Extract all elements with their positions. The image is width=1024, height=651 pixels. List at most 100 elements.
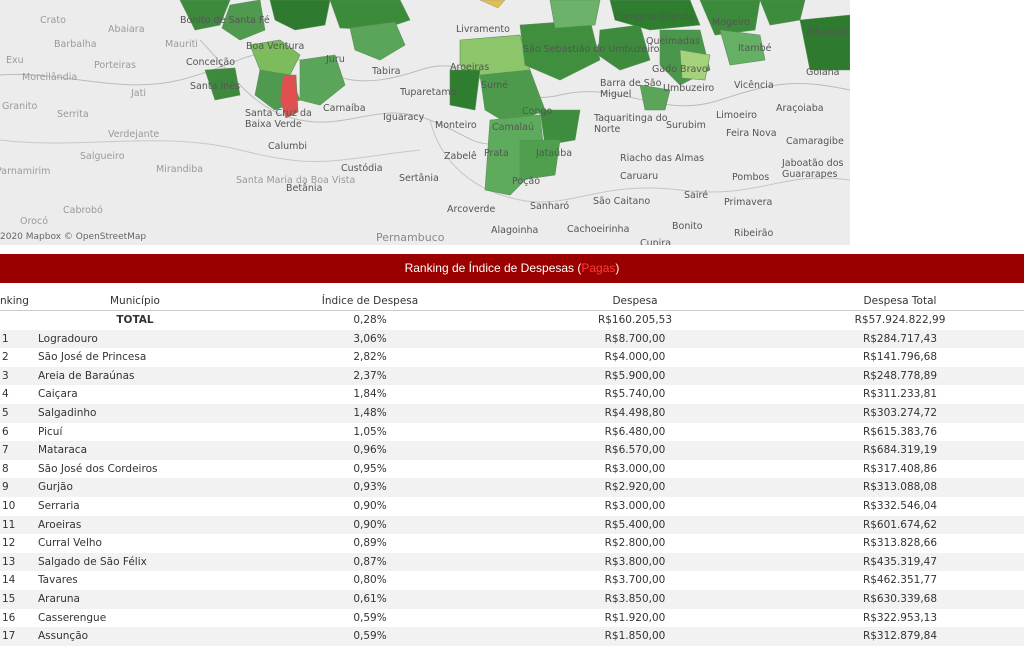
map-town-label: Iguaracy: [383, 112, 425, 123]
municipio-cell: São José de Princesa: [38, 351, 147, 364]
despesa-cell: R$5.900,00: [604, 369, 666, 382]
rank-cell: 3: [2, 369, 9, 382]
table-row[interactable]: 12 Curral Velho 0,89% R$2.800,00 R$313.828,6…: [0, 534, 1024, 553]
map-town-label: Calumbi: [268, 141, 308, 152]
total-label: TOTAL: [116, 314, 154, 326]
municipio-cell: Araruna: [38, 592, 80, 605]
map-attribution[interactable]: 2020 Mapbox © OpenStreetMap: [0, 232, 147, 242]
despesa-cell: R$6.480,00: [604, 425, 666, 438]
map-town-label: Serrita: [57, 109, 89, 120]
indice-cell: 0,61%: [353, 592, 387, 605]
table-row[interactable]: 13 Salgado de São Félix 0,87% R$3.800,00 R$4…: [0, 552, 1024, 572]
table-row[interactable]: 3 Areia de Baraúnas 2,37% R$5.900,00 R$248.7…: [0, 366, 1024, 386]
municipio-cell: Assunção: [38, 630, 89, 643]
map-town-label: Congo: [522, 106, 553, 117]
choropleth-map[interactable]: Crato Abaiara Bonito de Santa Fé Barbalha Ma…: [0, 0, 850, 245]
map-town-label: Goiana: [806, 67, 840, 78]
table-row[interactable]: 4 Caiçara 1,84% R$5.740,00 R$311.233,81: [0, 385, 1024, 404]
table-row[interactable]: 14 Tavares 0,80% R$3.700,00 R$462.351,77: [0, 571, 1024, 590]
map-town-label: Surubim: [666, 120, 706, 131]
indice-cell: 1,84%: [353, 388, 387, 401]
banner-title-suffix: ): [615, 261, 620, 275]
indice-cell: 0,90%: [353, 499, 387, 512]
header-rank[interactable]: nking: [0, 295, 29, 307]
map-town-label: Mauriti: [165, 39, 198, 50]
map-town-label: Camalaú: [492, 122, 535, 133]
map-town-label: Tabira: [372, 66, 401, 77]
table-total-row[interactable]: TOTAL 0,28% R$160.205,53 R$57.924.822,99: [0, 311, 1024, 330]
map-town-label: Abaiara: [108, 24, 145, 35]
header-despesa-total[interactable]: Despesa Total: [863, 295, 937, 307]
despesa-cell: R$2.920,00: [604, 481, 666, 494]
map-town-label: Itambé: [738, 43, 772, 54]
table-row[interactable]: 7 Mataraca 0,96% R$6.570,00 R$684.319,19: [0, 441, 1024, 460]
map-town-label: Poção: [512, 176, 541, 187]
header-despesa[interactable]: Despesa: [612, 295, 658, 307]
map-town-label: Limoeiro: [716, 110, 757, 121]
municipio-cell: Serraria: [38, 499, 80, 512]
table-row[interactable]: 9 Gurjão 0,93% R$2.920,00 R$313.088,08: [0, 478, 1024, 497]
map-town-label: Riacho das Almas: [620, 153, 705, 164]
indice-cell: 1,05%: [353, 425, 387, 438]
table-row[interactable]: 11 Aroeiras 0,90% R$5.400,00 R$601.674,62: [0, 515, 1024, 535]
table-row[interactable]: 8 São José dos Cordeiros 0,95% R$3.000,00 R$…: [0, 460, 1024, 479]
banner-highlight[interactable]: Pagas: [581, 261, 616, 275]
despesa-total-cell: R$313.088,08: [862, 481, 938, 494]
despesa-total-cell: R$311.233,81: [862, 388, 938, 401]
indice-cell: 0,89%: [353, 537, 387, 550]
table-row[interactable]: 6 Picuí 1,05% R$6.480,00 R$615.383,76: [0, 423, 1024, 442]
table-row[interactable]: 16 Casserengue 0,59% R$1.920,00 R$322.953,13: [0, 609, 1024, 628]
map-town-label: Barbalha: [54, 39, 97, 50]
table-row[interactable]: 15 Araruna 0,61% R$3.850,00 R$630.339,68: [0, 589, 1024, 609]
despesa-cell: R$3.800,00: [604, 555, 666, 568]
despesa-total-cell: R$284.717,43: [862, 332, 938, 345]
map-town-label: Araçoiaba: [776, 103, 824, 114]
map-town-label: Aroeiras: [450, 62, 490, 73]
map-town-label: Parnamirim: [0, 166, 51, 177]
map-town-label: Mogeiro: [712, 17, 751, 28]
total-despesa-total: R$57.924.822,99: [854, 314, 946, 326]
rank-cell: 10: [2, 499, 16, 512]
table-row[interactable]: 10 Serraria 0,90% R$3.000,00 R$332.546,04: [0, 497, 1024, 516]
municipio-cell: Caiçara: [38, 388, 78, 401]
map-town-label: Verdejante: [108, 129, 160, 140]
despesa-total-cell: R$615.383,76: [862, 425, 938, 438]
table-body: 1 Logradouro 3,06% R$8.700,00 R$284.717,43 2 S…: [0, 329, 1024, 646]
rank-cell: 7: [2, 444, 9, 457]
map-town-label: Sanharó: [530, 201, 570, 212]
municipio-cell: Curral Velho: [38, 537, 102, 550]
map-town-label: Taquaritinga do Norte: [594, 113, 668, 135]
municipio-cell: Gurjão: [38, 481, 73, 494]
map-town-label: Bonito: [672, 221, 703, 232]
despesa-total-cell: R$435.319,47: [862, 555, 938, 568]
rank-cell: 6: [2, 425, 9, 438]
table-row[interactable]: 17 Assunção 0,59% R$1.850,00 R$312.879,84: [0, 627, 1024, 646]
map-town-label: Santa Inês: [190, 81, 241, 92]
despesa-total-cell: R$684.319,19: [862, 444, 938, 457]
table-row[interactable]: 2 São José de Princesa 2,82% R$4.000,00 R$14…: [0, 348, 1024, 367]
map-town-label: Campina Grande: [614, 12, 695, 23]
despesa-total-cell: R$601.674,62: [862, 518, 938, 531]
table-row[interactable]: 1 Logradouro 3,06% R$8.700,00 R$284.717,43: [0, 329, 1024, 349]
map-town-label: Cachoeirinha: [567, 224, 630, 235]
despesa-total-cell: R$312.879,84: [862, 630, 938, 643]
municipio-cell: Mataraca: [38, 444, 88, 457]
header-indice[interactable]: Índice de Despesa: [321, 295, 419, 307]
map-town-label: Mirandiba: [156, 164, 204, 175]
despesa-total-cell: R$141.796,68: [862, 351, 938, 364]
ranking-table: nking Município Índice de Despesa Despes…: [0, 292, 1024, 646]
map-town-label: Feira Nova: [726, 128, 777, 139]
despesa-cell: R$3.000,00: [604, 462, 666, 475]
despesa-total-cell: R$462.351,77: [862, 574, 938, 587]
map-town-label: Salgueiro: [80, 151, 125, 162]
municipio-cell: Salgadinho: [38, 406, 97, 419]
map-town-label: Cupira: [640, 238, 672, 245]
map-town-label: Primavera: [724, 197, 773, 208]
map-shapes: [0, 0, 850, 203]
municipio-cell: Casserengue: [38, 611, 107, 624]
table-row[interactable]: 5 Salgadinho 1,48% R$4.498,80 R$303.274,72: [0, 403, 1024, 423]
rank-cell: 15: [2, 592, 16, 605]
header-municipio[interactable]: Município: [110, 295, 160, 307]
municipio-cell: Salgado de São Félix: [38, 555, 147, 568]
rank-cell: 17: [2, 630, 16, 643]
